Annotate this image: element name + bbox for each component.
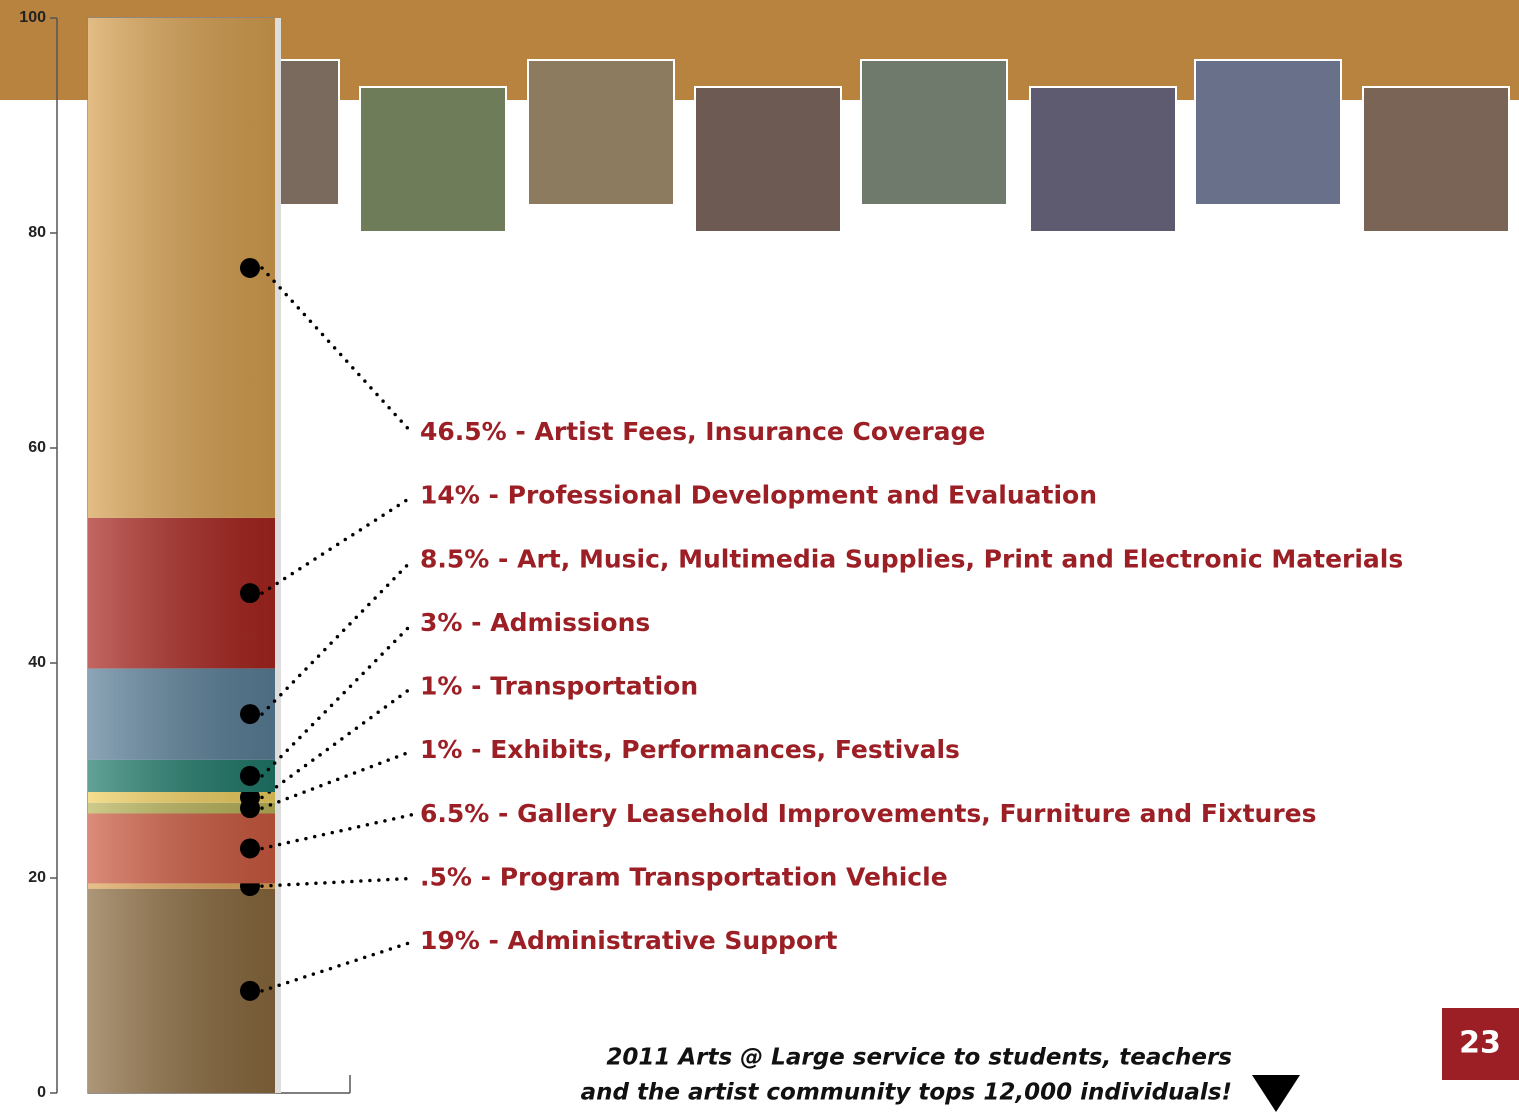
segment-label: 19% - Administrative Support: [420, 926, 837, 955]
segment-label: 1% - Transportation: [420, 672, 698, 701]
photo: [1030, 87, 1176, 232]
y-tick-label: 0: [37, 1084, 46, 1101]
photo: [861, 60, 1007, 205]
leader-dot: [240, 583, 260, 603]
segment-label: 14% - Professional Development and Evalu…: [420, 481, 1097, 510]
photo: [360, 87, 506, 232]
leader-dot: [240, 766, 260, 786]
y-tick-label: 80: [28, 224, 46, 241]
segment-label: 6.5% - Gallery Leasehold Improvements, F…: [420, 799, 1317, 828]
segment-label: .5% - Program Transportation Vehicle: [420, 862, 948, 891]
leader-line: [262, 878, 412, 886]
page-number: 23: [1459, 1026, 1501, 1061]
footer-line: 2011 Arts @ Large service to students, t…: [606, 1045, 1232, 1071]
leader-line: [262, 560, 412, 714]
photo: [695, 87, 841, 232]
leader-dot: [240, 704, 260, 724]
leader-line: [262, 751, 412, 808]
leader-line: [262, 815, 412, 849]
leader-dot: [240, 838, 260, 858]
photo: [1363, 87, 1509, 232]
leader-line: [262, 624, 412, 776]
segment-label: 1% - Exhibits, Performances, Festivals: [420, 735, 960, 764]
leader-line: [262, 942, 412, 991]
photo: [1195, 60, 1341, 205]
leader-line: [262, 268, 412, 433]
leader-dot: [240, 258, 260, 278]
bar-shadow: [275, 18, 281, 1093]
chart: 2011 Arts @ Large service to students, t…: [0, 0, 1519, 1115]
segment-label: 8.5% - Art, Music, Multimedia Supplies, …: [420, 544, 1403, 573]
photo: [528, 60, 674, 205]
arrow: [1252, 1075, 1300, 1112]
segment-label: 46.5% - Artist Fees, Insurance Coverage: [420, 417, 985, 446]
leader-line: [262, 497, 412, 594]
y-tick-label: 60: [28, 439, 46, 456]
y-tick-label: 40: [28, 654, 46, 671]
y-tick-label: 100: [19, 9, 46, 26]
footer-line: and the artist community tops 12,000 ind…: [581, 1080, 1232, 1106]
leader-dot: [240, 981, 260, 1001]
y-tick-label: 20: [28, 869, 46, 886]
segment-label: 3% - Admissions: [420, 608, 650, 637]
